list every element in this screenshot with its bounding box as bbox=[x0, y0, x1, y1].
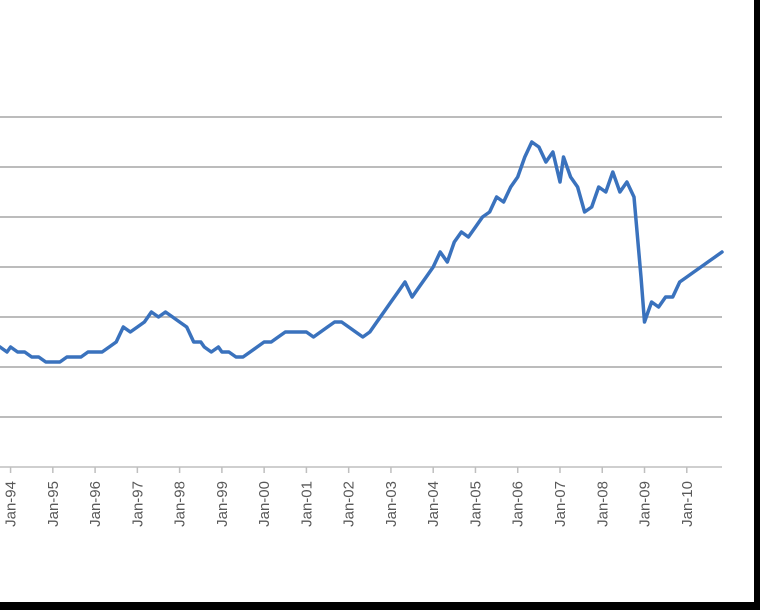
series-line bbox=[0, 140, 724, 364]
x-tick-label: Jan-97 bbox=[129, 481, 146, 527]
x-tick-label: Jan-03 bbox=[383, 481, 400, 527]
x-tick-label: Jan-95 bbox=[45, 481, 62, 527]
x-axis bbox=[0, 466, 722, 473]
x-tick-label: Jan-09 bbox=[637, 481, 654, 527]
x-tick-label: Jan-06 bbox=[510, 481, 527, 527]
x-tick-label: Jan-02 bbox=[341, 481, 358, 527]
x-tick-label: Jan-01 bbox=[298, 481, 315, 527]
chart-frame bbox=[0, 0, 754, 602]
x-tick-label: Jan-08 bbox=[594, 481, 611, 527]
x-tick-labels: Jan-94 Jan-95 Jan-96 Jan-97 Jan-98 Jan-99 Jan-… bbox=[3, 481, 696, 527]
x-tick-label: Jan-96 bbox=[87, 481, 104, 527]
x-tick-label: Jan-98 bbox=[172, 481, 189, 527]
x-tick-label: Jan-05 bbox=[467, 481, 484, 527]
x-tick-label: Jan-07 bbox=[552, 481, 569, 527]
x-tick-label: Jan-94 bbox=[3, 481, 20, 527]
x-tick-label: Jan-04 bbox=[425, 481, 442, 527]
gridlines bbox=[0, 116, 722, 418]
x-tick-label: Jan-10 bbox=[679, 481, 696, 527]
x-tick-label: Jan-99 bbox=[214, 481, 231, 527]
x-tick-label: Jan-00 bbox=[256, 481, 273, 527]
